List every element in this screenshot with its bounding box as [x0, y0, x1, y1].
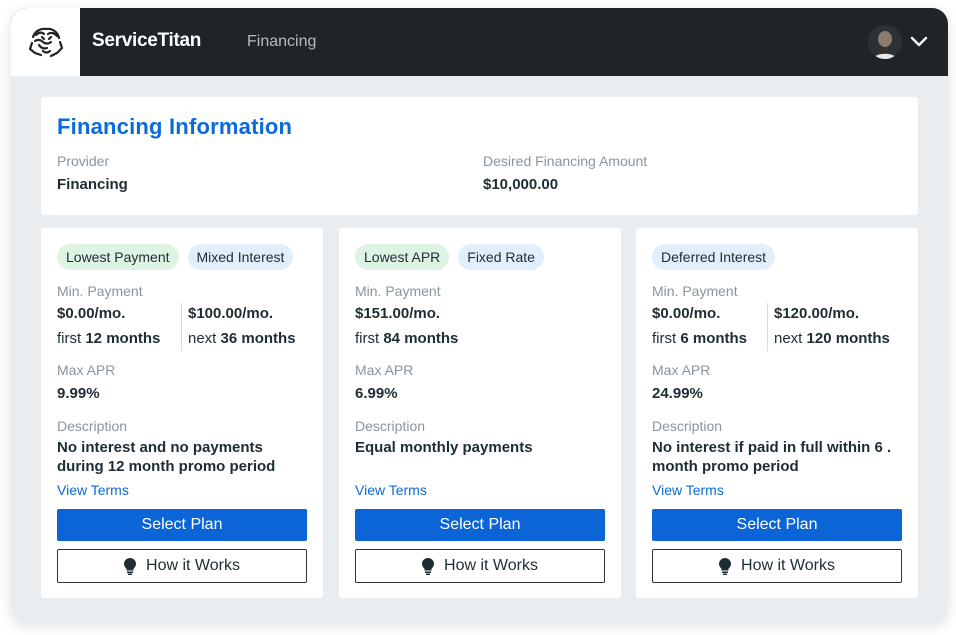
description-label: Description [57, 418, 128, 434]
max-apr-value: 9.99% [57, 385, 100, 402]
chevron-down-icon[interactable] [910, 35, 928, 49]
select-plan-button[interactable]: Select Plan [652, 509, 902, 541]
min-payment-label: Min. Payment [57, 283, 143, 299]
period-2-value: 36 months [220, 330, 296, 347]
period-1: first 6 months [652, 330, 747, 347]
max-apr-value: 6.99% [355, 385, 398, 402]
how-it-works-label: How it Works [444, 557, 538, 574]
lightbulb-icon [124, 557, 137, 575]
top-navigation-bar: ServiceTitan Financing [11, 8, 948, 76]
tag-fixed-rate: Fixed Rate [458, 244, 544, 270]
period-2-value: 120 months [806, 330, 890, 347]
payment-1-value: $0.00/mo. [652, 305, 721, 322]
description-text: Equal monthly payments [355, 439, 533, 456]
payment-2-value: $120.00/mo. [774, 305, 860, 322]
nav-item-financing[interactable]: Financing [247, 33, 317, 50]
description-label: Description [652, 418, 723, 434]
period-2: next 120 months [774, 330, 890, 347]
payment-divider [767, 303, 768, 351]
period-1-value: 12 months [85, 330, 161, 347]
view-terms-link[interactable]: View Terms [355, 482, 427, 498]
period-1-prefix: first [652, 330, 677, 347]
plan-tags: Lowest Payment Mixed Interest [57, 244, 294, 270]
min-payment-label: Min. Payment [355, 283, 441, 299]
max-apr-label: Max APR [355, 362, 414, 378]
provider-label: Provider [57, 153, 110, 169]
tag-deferred-interest: Deferred Interest [652, 244, 776, 270]
period-2-prefix: next [188, 330, 217, 347]
period-1-prefix: first [355, 330, 380, 347]
brand-name: ServiceTitan [92, 30, 202, 51]
description-label: Description [355, 418, 426, 434]
provider-value: Financing [57, 176, 128, 193]
period-1-value: 84 months [383, 330, 459, 347]
select-plan-button[interactable]: Select Plan [57, 509, 307, 541]
payment-1-value: $0.00/mo. [57, 305, 126, 322]
period-2: next 36 months [188, 330, 296, 347]
avatar-image [868, 25, 902, 59]
how-it-works-label: How it Works [146, 557, 240, 574]
description-text: No interest and no payments during 12 mo… [57, 439, 276, 475]
plan-tags: Lowest APR Fixed Rate [355, 244, 544, 270]
select-plan-button[interactable]: Select Plan [355, 509, 605, 541]
amount-value: $10,000.00 [483, 176, 559, 193]
max-apr-value: 24.99% [652, 385, 703, 402]
period-1-value: 6 months [680, 330, 748, 347]
lightbulb-icon [719, 557, 732, 575]
max-apr-label: Max APR [652, 362, 711, 378]
plan-card-deferred-interest: Deferred Interest Min. Payment $0.00/mo.… [636, 228, 918, 598]
tag-lowest-payment: Lowest Payment [57, 244, 179, 270]
period-1: first 12 months [57, 330, 160, 347]
plan-card-lowest-payment: Lowest Payment Mixed Interest Min. Payme… [41, 228, 323, 598]
financing-info-card: Financing Information Provider Financing… [41, 97, 918, 215]
view-terms-link[interactable]: View Terms [57, 482, 129, 498]
how-it-works-button[interactable]: How it Works [355, 549, 605, 583]
payment-1-value: $151.00/mo. [355, 305, 441, 322]
lightbulb-icon [422, 557, 435, 575]
how-it-works-label: How it Works [741, 557, 835, 574]
how-it-works-button[interactable]: How it Works [652, 549, 902, 583]
tag-lowest-apr: Lowest APR [355, 244, 450, 270]
app-window: ServiceTitan Financing Financing Informa… [11, 8, 948, 622]
period-1-prefix: first [57, 330, 82, 347]
titan-logo-icon [28, 27, 63, 58]
period-2-prefix: next [774, 330, 803, 347]
amount-label: Desired Financing Amount [483, 153, 648, 169]
user-avatar[interactable] [868, 25, 902, 59]
description-text: No interest if paid in full within 6 . m… [652, 439, 892, 475]
max-apr-label: Max APR [57, 362, 116, 378]
payment-2-value: $100.00/mo. [188, 305, 274, 322]
plan-card-lowest-apr: Lowest APR Fixed Rate Min. Payment $151.… [339, 228, 621, 598]
logo-container[interactable] [11, 8, 80, 76]
payment-divider [181, 303, 182, 351]
period-1: first 84 months [355, 330, 458, 347]
plan-tags: Deferred Interest [652, 244, 776, 270]
min-payment-label: Min. Payment [652, 283, 738, 299]
view-terms-link[interactable]: View Terms [652, 482, 724, 498]
page-title: Financing Information [57, 114, 293, 139]
how-it-works-button[interactable]: How it Works [57, 549, 307, 583]
tag-mixed-interest: Mixed Interest [187, 244, 294, 270]
